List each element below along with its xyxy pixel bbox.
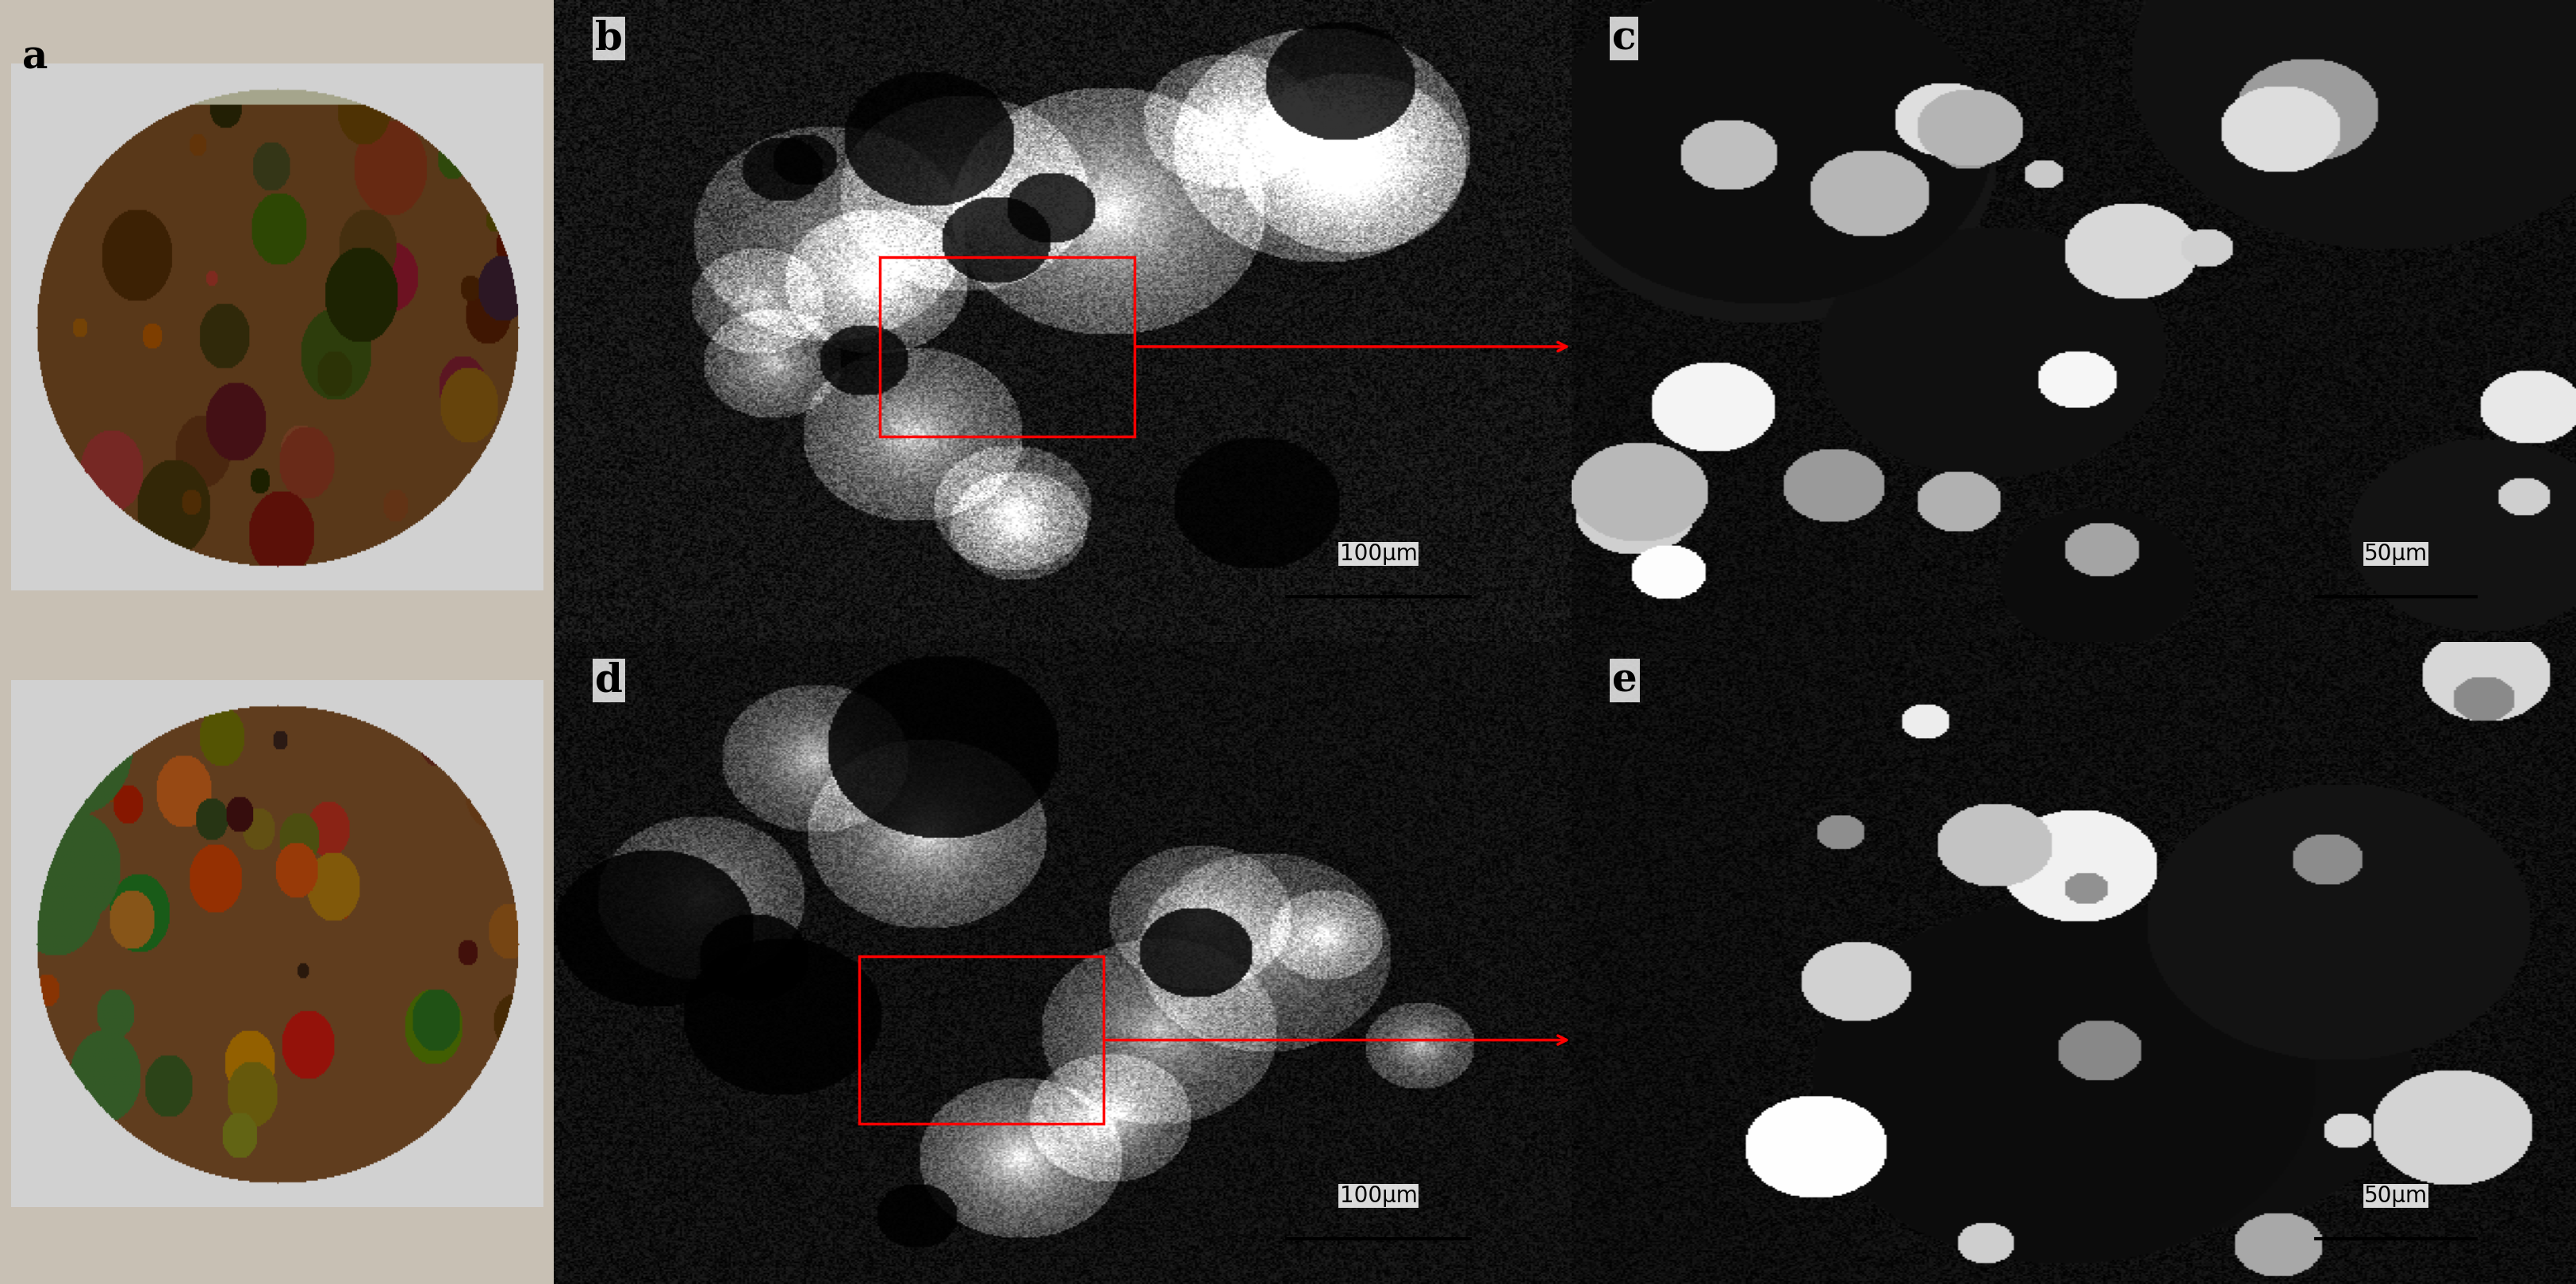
Text: a: a (23, 39, 49, 77)
Bar (860, 957, 1103, 1124)
Text: 100μm: 100μm (1340, 543, 1417, 565)
Text: 100μm: 100μm (1340, 1185, 1417, 1207)
Text: 50μm: 50μm (2362, 543, 2427, 565)
Text: e: e (1613, 661, 1636, 700)
Bar (878, 257, 1133, 437)
Text: c: c (1613, 19, 1636, 58)
Text: b: b (595, 19, 623, 58)
Text: d: d (595, 661, 623, 700)
Text: 50μm: 50μm (2362, 1185, 2427, 1207)
Text: b: b (595, 19, 623, 58)
